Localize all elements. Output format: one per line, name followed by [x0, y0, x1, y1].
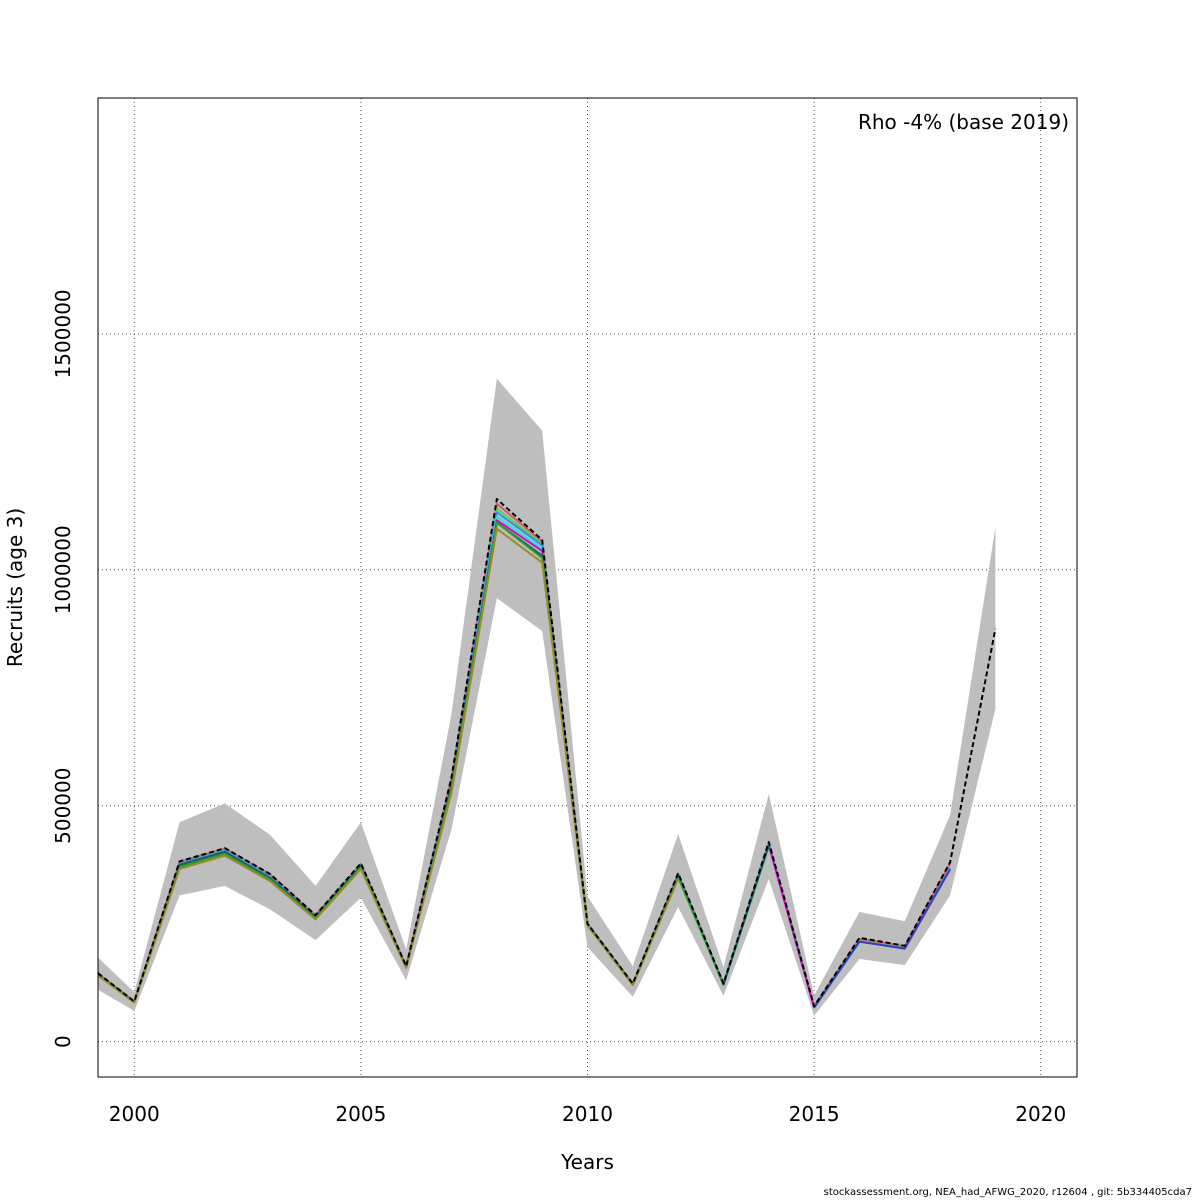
- x-tick-label: 2015: [789, 1102, 840, 1126]
- y-tick-label: 500000: [51, 768, 75, 844]
- series-line: [813, 868, 951, 1009]
- x-tick-label: 2010: [562, 1102, 613, 1126]
- x-axis-ticks: 2000 2005 2010 2015 2020: [109, 1102, 1066, 1126]
- series-line: [97, 521, 770, 1003]
- series-lines: [97, 498, 997, 1009]
- plot-frame: [97, 97, 1078, 1078]
- y-tick-label: 0: [51, 1035, 75, 1048]
- x-tick-label: 2000: [109, 1102, 160, 1126]
- y-tick-label: 1000000: [51, 525, 75, 614]
- series-line: [97, 498, 997, 1008]
- confidence-band: [98, 378, 996, 1016]
- y-axis-ticks: 0 500000 1000000 1500000: [51, 289, 75, 1048]
- series-line: [97, 527, 680, 1004]
- x-tick-label: 2005: [335, 1102, 386, 1126]
- y-axis-title: Recruits (age 3): [3, 508, 27, 667]
- x-tick-label: 2020: [1015, 1102, 1066, 1126]
- footer-credit: stockassessment.org, NEA_had_AFWG_2020, …: [823, 1187, 1192, 1198]
- rho-annotation: Rho -4% (base 2019): [858, 110, 1069, 134]
- confidence-band-area: [98, 378, 996, 1016]
- y-tick-label: 1500000: [51, 289, 75, 378]
- x-axis-title: Years: [560, 1150, 614, 1174]
